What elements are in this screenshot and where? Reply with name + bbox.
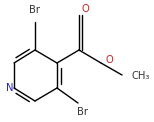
Text: CH₃: CH₃ (131, 71, 149, 81)
Text: N: N (6, 83, 14, 93)
Text: Br: Br (77, 107, 87, 117)
Text: Br: Br (30, 5, 41, 15)
Text: O: O (105, 55, 113, 65)
Text: O: O (81, 4, 89, 14)
